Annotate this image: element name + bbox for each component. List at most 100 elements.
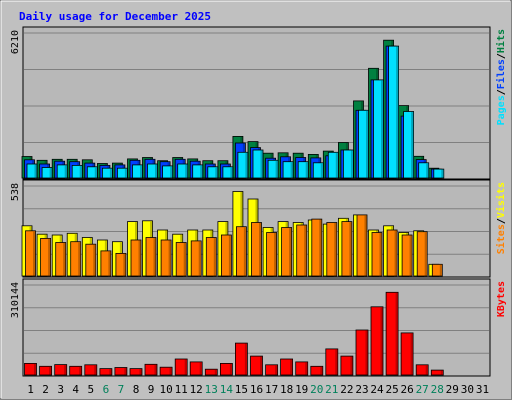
bar-sites-day-17 xyxy=(266,232,278,277)
bar-shade xyxy=(440,370,443,375)
x-tick-label-day-3: 3 xyxy=(57,383,64,396)
bar-pages-day-17 xyxy=(267,159,279,179)
legend-entry: Pages xyxy=(496,95,507,125)
bar-kbytes-day-7 xyxy=(114,367,128,376)
x-tick-label-day-22: 22 xyxy=(340,383,353,396)
x-tick-label-day-21: 21 xyxy=(325,383,338,396)
bar-shade xyxy=(215,167,218,178)
bar-shade xyxy=(319,219,322,276)
bar-shade xyxy=(349,222,352,276)
bar-kbytes-day-26 xyxy=(400,332,414,376)
bar-pages-day-25 xyxy=(388,45,400,179)
bar-sites-day-7 xyxy=(115,252,127,277)
legend-hits: Pages/Files/Hits xyxy=(495,29,507,125)
series-pages xyxy=(26,45,445,179)
legend-entry: Visits xyxy=(495,182,507,218)
bar-shade xyxy=(94,365,97,375)
bar-sites-day-2 xyxy=(40,237,51,277)
bar-shade xyxy=(259,223,261,276)
x-tick-label-day-17: 17 xyxy=(265,383,278,396)
bar-pages-day-8 xyxy=(132,164,143,179)
bar-shade xyxy=(410,333,413,375)
bar-shade xyxy=(381,80,383,178)
bar-kbytes-day-27 xyxy=(415,364,429,376)
x-tick-label-day-1: 1 xyxy=(27,383,34,396)
bar-shade xyxy=(49,168,52,178)
bar-shade xyxy=(230,167,233,178)
bar-kbytes-day-16 xyxy=(250,355,263,376)
x-tick-label-day-8: 8 xyxy=(133,383,140,396)
bar-pages-day-5 xyxy=(86,166,98,179)
bar-shade xyxy=(305,162,308,178)
bar-pages-day-22 xyxy=(342,149,354,179)
bar-pages-day-26 xyxy=(403,111,415,179)
bar-pages-day-6 xyxy=(102,167,113,179)
bar-sites-day-28 xyxy=(431,263,443,277)
bar-kbytes-day-13 xyxy=(204,368,218,376)
y-max-label-visits: 538 xyxy=(10,183,21,201)
bar-sites-day-3 xyxy=(55,242,67,277)
bar-shade xyxy=(64,165,67,178)
bar-kbytes-day-28 xyxy=(430,369,444,376)
bar-sites-day-13 xyxy=(205,237,217,277)
bar-sites-day-15 xyxy=(235,226,247,277)
bar-shade xyxy=(320,366,323,375)
bar-shade xyxy=(154,364,157,375)
bar-shade xyxy=(395,292,398,375)
series-sites xyxy=(25,214,443,277)
bar-shade xyxy=(304,225,307,276)
bar-shade xyxy=(350,356,353,375)
bar-shade xyxy=(185,164,188,178)
bar-sites-day-5 xyxy=(85,243,97,277)
bar-kbytes-day-24 xyxy=(370,306,384,376)
x-tick-label-day-10: 10 xyxy=(159,383,172,396)
bar-shade xyxy=(335,152,338,178)
bar-shade xyxy=(170,166,173,178)
x-tick-label-day-24: 24 xyxy=(370,383,384,396)
bar-shade xyxy=(426,163,429,178)
bar-shade xyxy=(198,241,201,276)
bar-shade xyxy=(124,168,127,178)
bar-pages-day-1 xyxy=(26,163,38,179)
bar-shade xyxy=(214,369,217,375)
bar-sites-day-1 xyxy=(25,230,36,277)
bar-sites-day-19 xyxy=(296,224,308,277)
bar-kbytes-day-20 xyxy=(310,365,324,376)
bar-kbytes-day-14 xyxy=(219,362,233,376)
bar-shade xyxy=(409,235,412,276)
bar-shade xyxy=(396,46,399,178)
bar-sites-day-11 xyxy=(175,242,187,277)
bar-shade xyxy=(364,215,367,276)
bar-sites-day-10 xyxy=(160,239,172,277)
bar-pages-day-13 xyxy=(207,166,219,179)
bar-pages-day-2 xyxy=(41,167,53,179)
x-tick-label-day-16: 16 xyxy=(250,383,263,396)
legend-entry: Sites xyxy=(495,224,507,254)
bar-shade xyxy=(184,359,187,375)
bar-shade xyxy=(138,240,141,276)
bar-kbytes-day-11 xyxy=(174,358,188,376)
bar-shade xyxy=(424,232,427,276)
bar-sites-day-4 xyxy=(70,241,82,277)
bar-shade xyxy=(153,238,156,276)
bar-shade xyxy=(274,233,277,276)
bar-kbytes-day-3 xyxy=(54,364,68,376)
bar-kbytes-day-22 xyxy=(340,355,354,376)
bar-sites-day-9 xyxy=(145,237,157,277)
bar-shade xyxy=(108,251,111,276)
bar-pages-day-15 xyxy=(237,151,249,179)
panels: 6210Pages/Files/Hits538Sites/Visits31014… xyxy=(10,26,507,377)
bar-shade xyxy=(260,356,262,375)
bar-sites-day-18 xyxy=(281,227,293,277)
bar-shade xyxy=(199,362,202,375)
bar-kbytes-day-2 xyxy=(39,365,52,376)
bar-shade xyxy=(305,362,308,375)
bar-shade xyxy=(34,363,36,375)
bar-kbytes-day-21 xyxy=(325,348,339,376)
x-tick-label-day-18: 18 xyxy=(280,383,293,396)
bar-kbytes-day-10 xyxy=(159,366,173,376)
bar-shade xyxy=(140,165,142,178)
bar-pages-day-18 xyxy=(282,161,294,179)
legend-entry: Files xyxy=(495,59,507,89)
bar-shade xyxy=(109,168,112,178)
